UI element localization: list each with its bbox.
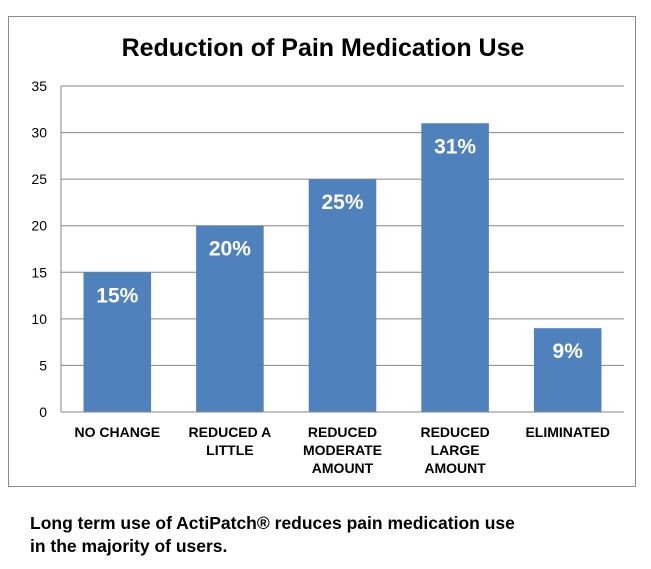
data-label: 15% bbox=[96, 284, 138, 307]
caption: Long term use of ActiPatch® reduces pain… bbox=[30, 512, 630, 558]
x-tick-label: MODERATE bbox=[303, 442, 382, 458]
y-tick-label: 0 bbox=[39, 404, 47, 420]
bar bbox=[83, 272, 152, 412]
y-tick-label: 30 bbox=[31, 125, 47, 141]
caption-line-2: in the majority of users. bbox=[30, 536, 228, 556]
bar bbox=[421, 123, 489, 412]
chart-frame: Reduction of Pain Medication Use 15% 20% 2… bbox=[8, 16, 636, 487]
bars bbox=[83, 123, 602, 412]
x-tick-label: AMOUNT bbox=[424, 460, 486, 476]
data-label: 9% bbox=[553, 340, 584, 363]
data-label: 31% bbox=[434, 135, 476, 158]
y-tick-label: 25 bbox=[31, 171, 47, 187]
x-tick-label: REDUCED A bbox=[189, 424, 272, 440]
data-label: 20% bbox=[209, 238, 251, 261]
x-axis: NO CHANGE REDUCED A LITTLE REDUCED MODERATE A… bbox=[61, 411, 624, 476]
y-tick-label: 35 bbox=[31, 78, 47, 94]
x-tick-label: ELIMINATED bbox=[525, 424, 610, 440]
data-labels: 15% 20% 25% 31% 9% bbox=[96, 135, 583, 363]
x-tick-label: LITTLE bbox=[206, 442, 253, 458]
bar bbox=[308, 179, 377, 412]
y-axis: 0 5 10 15 20 25 30 35 bbox=[31, 78, 62, 420]
y-tick-label: 10 bbox=[31, 311, 47, 327]
caption-line-1: Long term use of ActiPatch® reduces pain… bbox=[30, 513, 515, 533]
x-tick-label: NO CHANGE bbox=[75, 424, 161, 440]
x-tick-label: REDUCED bbox=[308, 424, 377, 440]
bar bbox=[533, 328, 602, 412]
y-tick-label: 20 bbox=[31, 218, 47, 234]
x-tick-label: AMOUNT bbox=[312, 460, 374, 476]
data-label: 25% bbox=[321, 191, 363, 214]
y-tick-label: 5 bbox=[39, 357, 47, 373]
x-tick-label: REDUCED bbox=[420, 424, 489, 440]
chart-title: Reduction of Pain Medication Use bbox=[122, 34, 525, 62]
bar-chart: Reduction of Pain Medication Use 15% 20% 2… bbox=[31, 34, 624, 476]
y-tick-label: 15 bbox=[31, 264, 47, 280]
bar bbox=[196, 225, 264, 412]
x-tick-label: LARGE bbox=[431, 442, 480, 458]
